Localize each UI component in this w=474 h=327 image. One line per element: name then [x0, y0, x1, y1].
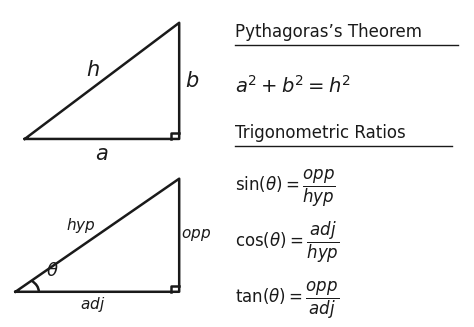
Text: $\sin(\theta) = \dfrac{\mathit{opp}}{\mathit{hyp}}$: $\sin(\theta) = \dfrac{\mathit{opp}}{\ma… — [235, 168, 336, 209]
Text: Trigonometric Ratios: Trigonometric Ratios — [235, 124, 406, 142]
Text: $h$: $h$ — [86, 60, 100, 80]
Text: $\tan(\theta) = \dfrac{\mathit{opp}}{\mathit{adj}}$: $\tan(\theta) = \dfrac{\mathit{opp}}{\ma… — [235, 280, 339, 321]
Text: $\theta$: $\theta$ — [46, 262, 58, 280]
Text: $hyp$: $hyp$ — [66, 215, 96, 235]
Text: $adj$: $adj$ — [80, 295, 105, 314]
Text: $\cos(\theta) = \dfrac{\mathit{adj}}{\mathit{hyp}}$: $\cos(\theta) = \dfrac{\mathit{adj}}{\ma… — [235, 220, 340, 265]
Text: $a$: $a$ — [95, 144, 109, 164]
Text: $b$: $b$ — [185, 71, 200, 91]
Text: $opp$: $opp$ — [181, 227, 210, 243]
Text: $a^2 + b^2 = h^2$: $a^2 + b^2 = h^2$ — [235, 75, 351, 97]
Text: Pythagoras’s Theorem: Pythagoras’s Theorem — [235, 23, 422, 41]
